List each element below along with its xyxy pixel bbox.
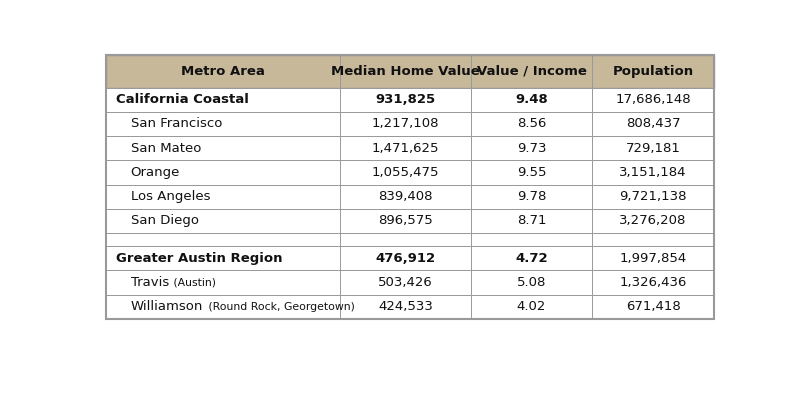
Text: 1,471,625: 1,471,625 [372,142,439,155]
Text: 1,326,436: 1,326,436 [619,276,686,289]
Text: San Diego: San Diego [130,214,198,227]
Text: (Round Rock, Georgetown): (Round Rock, Georgetown) [205,302,354,312]
Text: 3,151,184: 3,151,184 [619,166,686,179]
Bar [106,88,714,112]
Text: 931,825: 931,825 [375,93,435,106]
Text: 9,721,138: 9,721,138 [619,190,686,203]
Text: 8.56: 8.56 [517,117,546,130]
Text: 476,912: 476,912 [375,252,435,265]
Text: Population: Population [613,65,694,78]
Text: 5.08: 5.08 [517,276,546,289]
Text: 424,533: 424,533 [378,300,433,313]
Text: Orange: Orange [130,166,180,179]
Text: Value / Income: Value / Income [477,65,586,78]
Text: Greater Austin Region: Greater Austin Region [115,252,282,265]
Text: 808,437: 808,437 [626,117,680,130]
Text: 17,686,148: 17,686,148 [615,93,691,106]
Text: California Coastal: California Coastal [115,93,248,106]
Text: Williamson: Williamson [130,300,203,313]
Text: 503,426: 503,426 [378,276,433,289]
Text: 8.71: 8.71 [517,214,546,227]
Text: 896,575: 896,575 [378,214,433,227]
Bar [106,184,714,209]
Bar [106,209,714,233]
Text: 4.02: 4.02 [517,300,546,313]
Text: 1,055,475: 1,055,475 [372,166,439,179]
Bar [106,136,714,160]
Text: 729,181: 729,181 [626,142,681,155]
Bar [106,270,714,295]
Bar [106,160,714,184]
Text: 9.55: 9.55 [517,166,546,179]
Bar [106,233,714,246]
Text: 9.78: 9.78 [517,190,546,203]
Text: 839,408: 839,408 [378,190,433,203]
Bar [106,55,714,319]
Text: 1,217,108: 1,217,108 [372,117,439,130]
Text: Los Angeles: Los Angeles [130,190,210,203]
Text: Median Home Value: Median Home Value [331,65,480,78]
Text: Metro Area: Metro Area [182,65,265,78]
Text: 9.48: 9.48 [515,93,548,106]
Text: 9.73: 9.73 [517,142,546,155]
Text: San Francisco: San Francisco [130,117,222,130]
Bar [106,55,714,88]
Text: 671,418: 671,418 [626,300,681,313]
Bar [106,112,714,136]
Text: 4.72: 4.72 [515,252,548,265]
Text: 1,997,854: 1,997,854 [619,252,686,265]
Text: San Mateo: San Mateo [130,142,201,155]
Text: 3,276,208: 3,276,208 [619,214,686,227]
Bar [106,246,714,270]
Bar [106,295,714,319]
Text: Travis: Travis [130,276,169,289]
Text: (Austin): (Austin) [170,278,217,288]
